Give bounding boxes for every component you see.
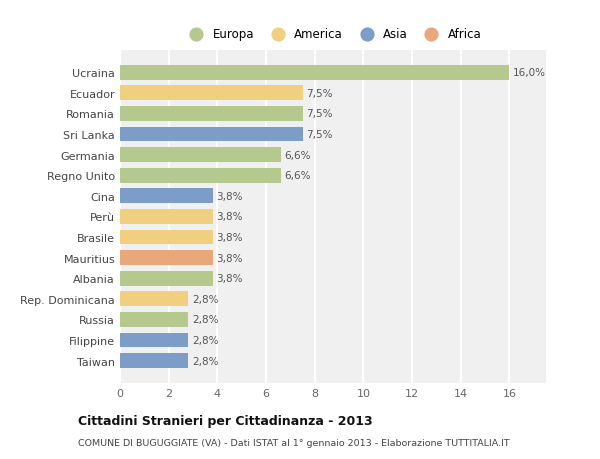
Bar [120, 271, 212, 286]
Bar [120, 86, 302, 101]
Bar [120, 251, 212, 265]
Bar [120, 148, 281, 162]
Text: 7,5%: 7,5% [306, 89, 333, 99]
Bar [120, 189, 212, 204]
Bar [120, 291, 188, 307]
Text: 2,8%: 2,8% [192, 335, 218, 345]
Text: 6,6%: 6,6% [284, 171, 311, 181]
Text: 16,0%: 16,0% [513, 68, 546, 78]
Text: 7,5%: 7,5% [306, 130, 333, 140]
Legend: Europa, America, Asia, Africa: Europa, America, Asia, Africa [179, 23, 487, 45]
Text: Cittadini Stranieri per Cittadinanza - 2013: Cittadini Stranieri per Cittadinanza - 2… [78, 414, 373, 428]
Bar [120, 168, 281, 183]
Text: 7,5%: 7,5% [306, 109, 333, 119]
Text: COMUNE DI BUGUGGIATE (VA) - Dati ISTAT al 1° gennaio 2013 - Elaborazione TUTTITA: COMUNE DI BUGUGGIATE (VA) - Dati ISTAT a… [78, 438, 509, 447]
Bar [120, 353, 188, 368]
Text: 3,8%: 3,8% [216, 274, 242, 284]
Bar [120, 107, 302, 122]
Text: 6,6%: 6,6% [284, 150, 311, 160]
Text: 2,8%: 2,8% [192, 356, 218, 366]
Bar [120, 66, 509, 80]
Text: 3,8%: 3,8% [216, 212, 242, 222]
Text: 2,8%: 2,8% [192, 315, 218, 325]
Bar [120, 209, 212, 224]
Bar [120, 230, 212, 245]
Bar [120, 312, 188, 327]
Bar [120, 333, 188, 347]
Text: 2,8%: 2,8% [192, 294, 218, 304]
Text: 3,8%: 3,8% [216, 232, 242, 242]
Text: 3,8%: 3,8% [216, 191, 242, 202]
Text: 3,8%: 3,8% [216, 253, 242, 263]
Bar [120, 127, 302, 142]
